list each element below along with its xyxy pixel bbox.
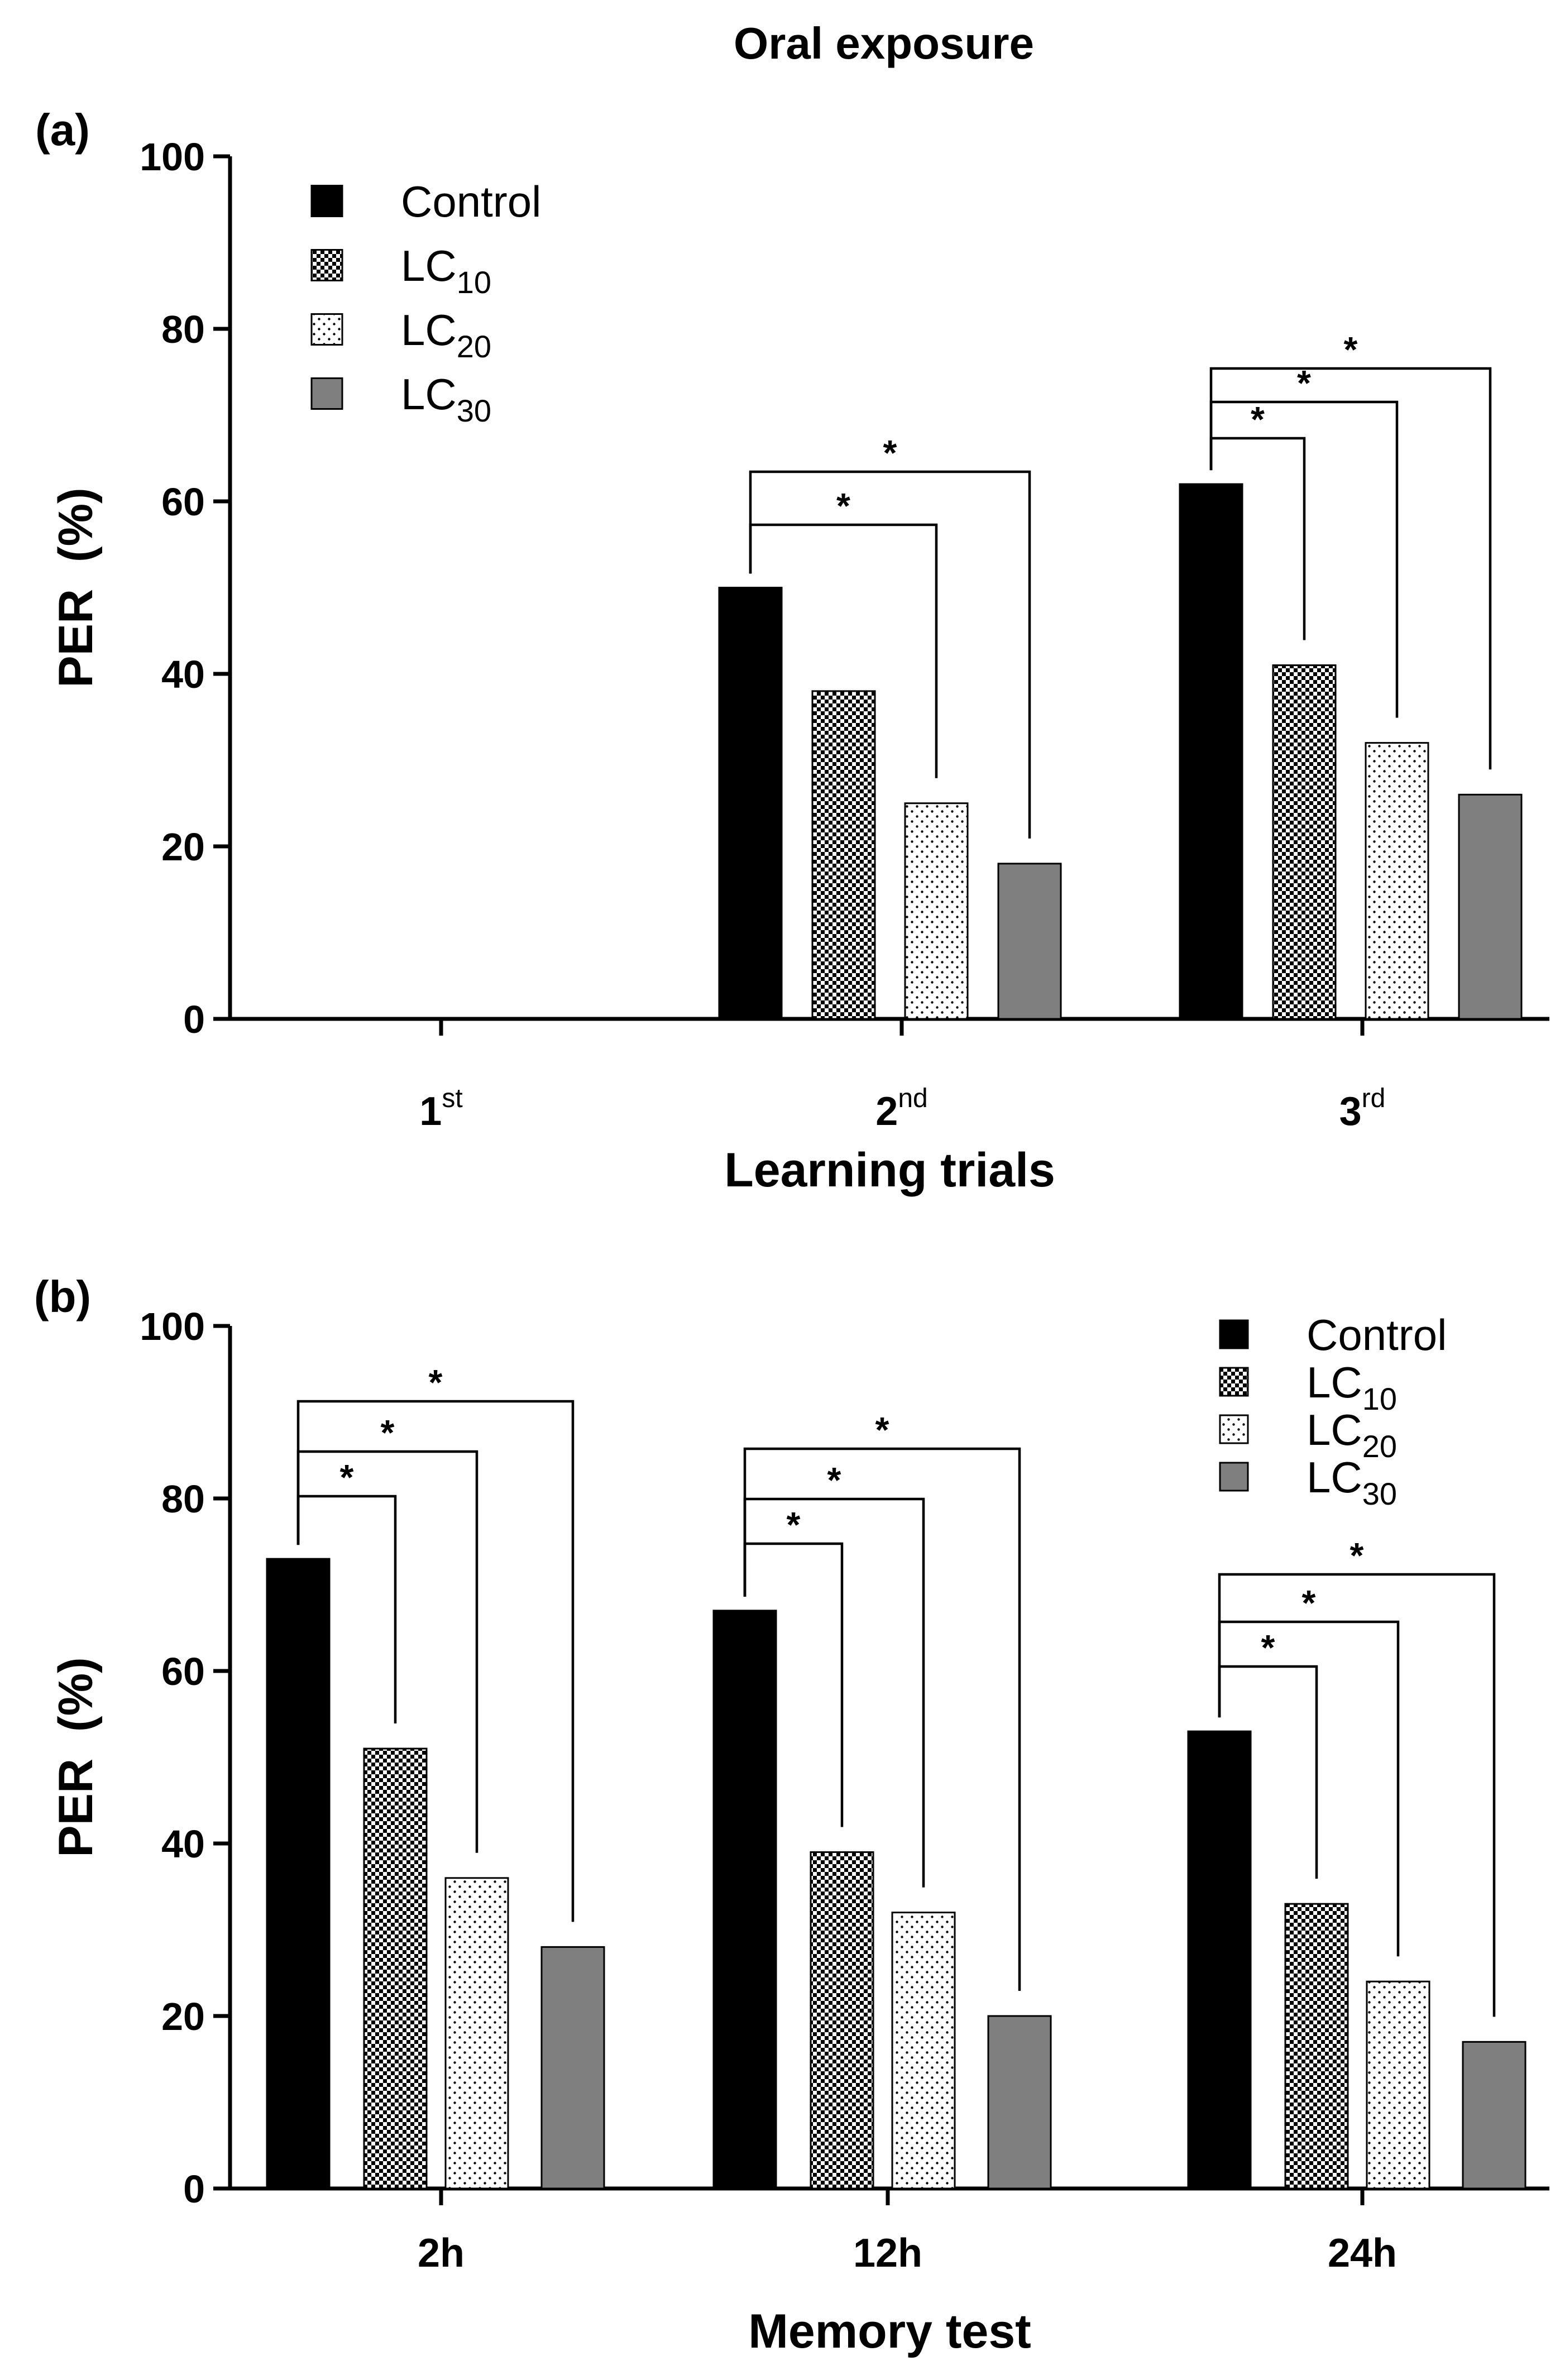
x-axis-title: Learning trials — [724, 1143, 1055, 1197]
y-tick-label: 0 — [183, 2167, 205, 2211]
significance-star: * — [1251, 399, 1265, 439]
panel-label: (a) — [35, 105, 90, 155]
bar-lc30-1 — [997, 863, 1062, 1020]
significance-star: * — [883, 433, 897, 473]
significance-star: * — [787, 1505, 801, 1545]
legend-swatch-control — [310, 185, 343, 217]
x-tick-label: 3rd — [1339, 1084, 1386, 1134]
bar-control-2 — [1187, 1730, 1252, 2190]
legend-label-lc20: LC20 — [401, 305, 491, 364]
x-tick-label: 24h — [1328, 2231, 1397, 2276]
y-tick-label: 20 — [161, 1995, 205, 2038]
significance-star: * — [1344, 329, 1358, 370]
legend-swatch-lc10 — [1219, 1367, 1249, 1397]
significance-star: * — [1302, 1583, 1316, 1623]
legend-label-lc30: LC30 — [1307, 1453, 1397, 1511]
significance-bracket — [1209, 367, 1492, 770]
bar-lc20-1 — [891, 1912, 956, 2190]
bar-lc30-2 — [1462, 2041, 1526, 2190]
x-tick-label: 1st — [419, 1084, 462, 1134]
y-axis-title: PER (%) — [49, 487, 103, 687]
significance-star: * — [827, 1460, 841, 1500]
significance-star: * — [836, 486, 850, 526]
legend-label-control: Control — [1307, 1310, 1447, 1359]
y-tick-label: 40 — [161, 1822, 205, 1866]
significance-bracket — [296, 1400, 575, 1922]
y-tick-label: 100 — [140, 135, 205, 179]
bar-lc10-0 — [363, 1747, 428, 2190]
bar-control-0 — [266, 1558, 331, 2190]
bar-lc20-2 — [1365, 742, 1429, 1020]
significance-bracket — [749, 470, 1031, 839]
figure-title: Oral exposure — [734, 18, 1034, 68]
significance-star: * — [429, 1362, 443, 1402]
significance-star: * — [381, 1412, 395, 1453]
legend-label-lc10: LC10 — [1307, 1358, 1397, 1416]
bar-lc10-1 — [811, 690, 876, 1020]
y-tick-label: 60 — [161, 480, 205, 524]
bar-lc20-2 — [1366, 1980, 1430, 2190]
y-tick-label: 40 — [161, 653, 205, 696]
legend-label-lc20: LC20 — [1307, 1405, 1397, 1464]
legend-swatch-lc30 — [310, 377, 343, 410]
bar-lc10-1 — [810, 1851, 874, 2190]
significance-star: * — [1350, 1535, 1364, 1576]
significance-star: * — [340, 1457, 354, 1497]
legend-swatch-lc20 — [1219, 1414, 1249, 1444]
x-tick-label: 2h — [418, 2231, 465, 2276]
legend-swatch-lc30 — [1219, 1462, 1249, 1492]
y-tick-label: 80 — [161, 1477, 205, 1521]
y-axis-title: PER (%) — [49, 1657, 103, 1857]
panel-label: (b) — [34, 1272, 91, 1321]
bar-lc20-0 — [444, 1877, 509, 2190]
bar-lc30-0 — [540, 1946, 605, 2190]
bar-lc10-2 — [1284, 1903, 1349, 2190]
legend-label-lc30: LC30 — [401, 370, 491, 428]
y-tick-label: 80 — [161, 308, 205, 351]
bar-lc30-1 — [987, 2015, 1052, 2190]
legend-swatch-control — [1219, 1319, 1249, 1349]
y-tick-label: 100 — [140, 1305, 205, 1348]
bar-control-2 — [1179, 483, 1243, 1020]
legend-label-control: Control — [401, 177, 541, 226]
bar-lc10-2 — [1272, 664, 1337, 1020]
legend-label-lc10: LC10 — [401, 241, 491, 300]
significance-bracket — [1218, 1573, 1496, 2017]
panel-a: (a) 0 20 40 60 80 100 PER (%) 1st 2nd 3rd Learning … — [35, 105, 1549, 1197]
significance-bracket — [743, 1447, 1021, 1991]
bar-lc30-2 — [1458, 793, 1523, 1020]
bar-lc20-1 — [904, 802, 969, 1020]
x-tick-label: 2nd — [875, 1084, 927, 1134]
significance-star: * — [875, 1410, 889, 1450]
bar-control-1 — [712, 1610, 777, 2190]
y-tick-label: 20 — [161, 825, 205, 869]
bar-control-1 — [718, 587, 783, 1020]
x-axis-title: Memory test — [748, 2305, 1031, 2358]
y-tick-label: 60 — [161, 1650, 205, 1693]
legend-swatch-lc10 — [310, 249, 343, 281]
significance-star: * — [1261, 1627, 1275, 1668]
legend-swatch-lc20 — [310, 313, 343, 346]
x-tick-label: 12h — [853, 2231, 922, 2276]
panel-b: (b) 0 20 40 60 80 100 PER (%) 2h 12h 24h Memory tes… — [34, 1272, 1549, 2358]
y-tick-label: 0 — [183, 998, 205, 1041]
